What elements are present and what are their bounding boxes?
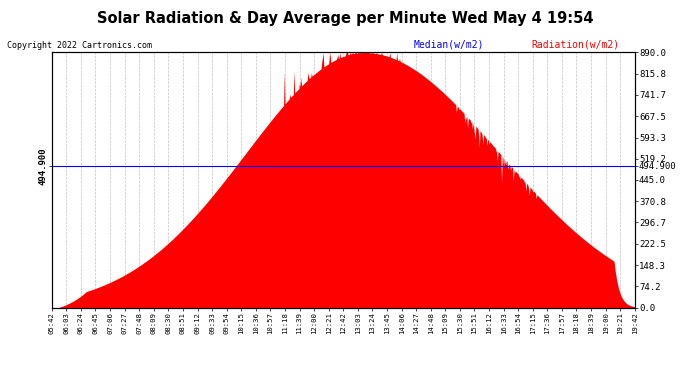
Text: Radiation(w/m2): Radiation(w/m2) bbox=[531, 39, 620, 50]
Text: Copyright 2022 Cartronics.com: Copyright 2022 Cartronics.com bbox=[7, 41, 152, 50]
Text: Median(w/m2): Median(w/m2) bbox=[414, 39, 484, 50]
Text: Solar Radiation & Day Average per Minute Wed May 4 19:54: Solar Radiation & Day Average per Minute… bbox=[97, 11, 593, 26]
